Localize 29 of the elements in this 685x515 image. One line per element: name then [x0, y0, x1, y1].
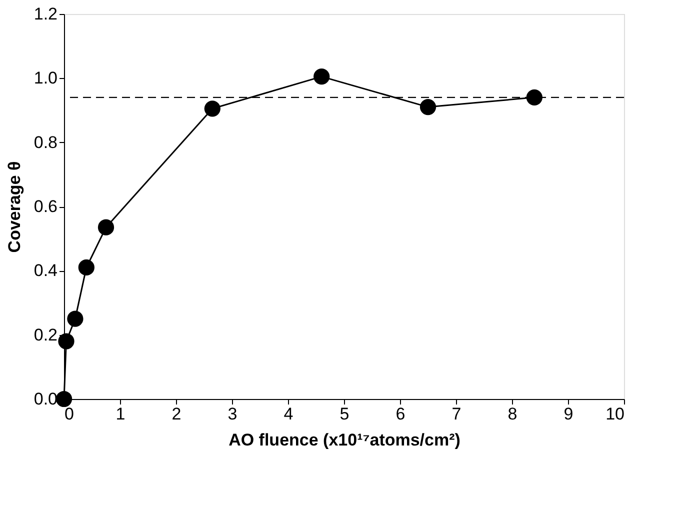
x-tick-label: 0	[64, 404, 74, 424]
y-tick-label: 0.0	[34, 390, 58, 408]
x-tick-label: 6	[396, 404, 406, 424]
point	[314, 68, 330, 85]
point	[78, 259, 94, 276]
y-tick-label: 0.2	[34, 325, 58, 344]
x-tick-label: 10	[606, 404, 624, 424]
y-axis-title: Coverage θ	[4, 161, 24, 253]
point	[67, 310, 84, 327]
y-tick-label: 0.8	[34, 132, 58, 152]
y-tick-label: 0.4	[34, 261, 58, 280]
point	[420, 98, 436, 116]
point	[56, 390, 72, 408]
x-axis-title: AO fluence (x10¹⁷atoms/cm²)	[228, 430, 460, 450]
point	[58, 333, 74, 350]
point	[98, 219, 114, 236]
y-tick-label: 0.6	[34, 197, 58, 216]
x-tick-label: 7	[452, 404, 462, 424]
x-tick-label: 1	[116, 404, 126, 424]
point	[526, 89, 542, 106]
x-tick-label: 9	[564, 404, 574, 424]
x-tick-label: 3	[228, 404, 238, 424]
x-tick-label: 2	[172, 404, 182, 424]
y-tick-label: 1.0	[34, 68, 58, 88]
y-tick-label: 1.2	[34, 4, 58, 24]
x-tick-label: 8	[508, 404, 518, 424]
x-tick-label: 5	[340, 404, 350, 424]
point	[204, 100, 220, 117]
x-tick-label: 4	[284, 404, 294, 424]
